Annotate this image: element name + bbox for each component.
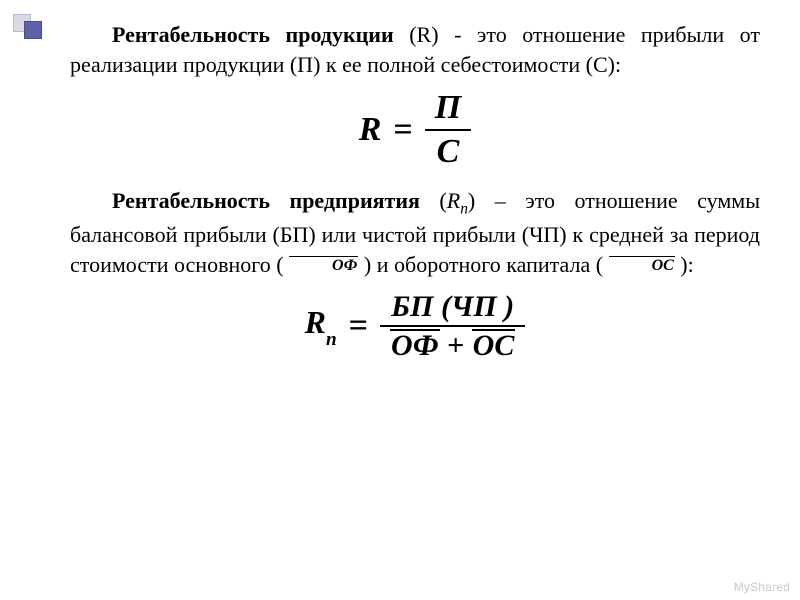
formula-2: Rп = БП (ЧП ) ОФ + ОС [70, 288, 760, 364]
p2-close: ) [468, 188, 495, 213]
slide-content: Рентабельность продукции (R) - это отнош… [70, 20, 760, 378]
p2-seg2: ) и оборотного капитала ( [358, 252, 608, 277]
f1-equals: = [391, 113, 414, 147]
f2-den-OC: ОС [472, 329, 516, 361]
f2-lhs-R: R [305, 304, 326, 340]
p2-open: ( [420, 188, 447, 213]
deco-square-dark [24, 21, 42, 39]
p1-symbol: (R) [394, 22, 454, 47]
p2-seg3: ): [675, 252, 694, 277]
f1-numerator: П [425, 87, 471, 128]
term-1: Рентабельность продукции [112, 22, 394, 47]
paragraph-1: Рентабельность продукции (R) - это отнош… [70, 20, 760, 79]
f2-den-plus: + [440, 329, 472, 362]
p2-R: R [447, 188, 460, 213]
f2-denominator: ОФ + ОС [380, 327, 525, 364]
f1-fraction: П С [425, 87, 471, 172]
f2-fraction: БП (ЧП ) ОФ + ОС [380, 288, 525, 364]
f1-lhs: R [359, 113, 382, 147]
p2-overline-OF: ОФ [289, 256, 358, 273]
p2-overline-OC: ОС [609, 256, 675, 273]
f2-numerator: БП (ЧП ) [381, 288, 524, 325]
f2-den-OF: ОФ [390, 329, 440, 361]
f2-lhs: Rп [305, 306, 337, 345]
formula-1: R = П С [70, 87, 760, 172]
watermark: MyShared [734, 580, 790, 594]
paragraph-2: Рентабельность предприятия (Rп) – это от… [70, 186, 760, 280]
f1-denominator: С [427, 131, 470, 172]
f2-lhs-sub: п [326, 329, 337, 350]
f2-equals: = [347, 309, 370, 343]
p2-sub: п [460, 201, 468, 218]
term-2: Рентабельность предприятия [112, 188, 420, 213]
